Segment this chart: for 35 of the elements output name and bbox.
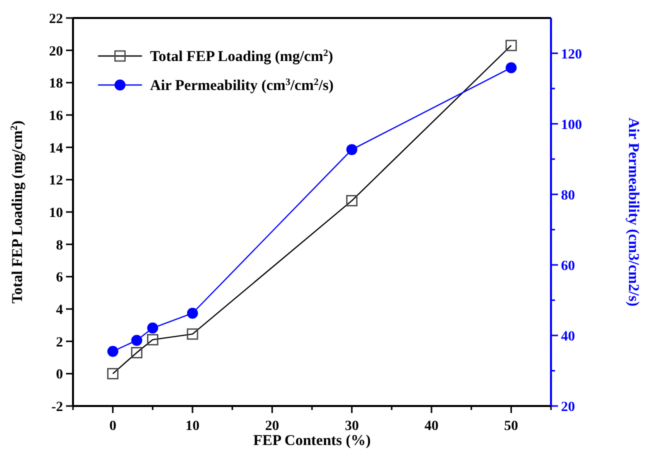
y2-tick-label: 60 bbox=[561, 258, 575, 274]
x-tick-label: 0 bbox=[109, 419, 116, 434]
point bbox=[506, 62, 517, 74]
y-tick-label: 20 bbox=[49, 44, 63, 60]
legend-label: Total FEP Loading (mg/cm$^{2}$) bbox=[150, 48, 334, 65]
y2-tick-label: 20 bbox=[561, 400, 575, 415]
x-tick-label: 20 bbox=[265, 419, 280, 434]
y-tick-label: -2 bbox=[51, 400, 63, 415]
x-tick-label: 10 bbox=[186, 419, 200, 434]
y-tick-label: 14 bbox=[49, 141, 63, 156]
y-tick-label: 12 bbox=[49, 174, 63, 189]
point bbox=[107, 346, 118, 357]
y2-tick-label: 120 bbox=[561, 47, 582, 62]
point bbox=[346, 144, 358, 156]
y-tick-label: 22 bbox=[49, 12, 63, 27]
y-tick-label: 4 bbox=[56, 303, 63, 318]
y-tick-label: 18 bbox=[49, 76, 63, 92]
point bbox=[187, 308, 198, 319]
legend-label: Air Permeability (cm$^{3}$/cm$^{2}$/s) bbox=[150, 76, 334, 94]
x-axis-title: FEP Contents (%) bbox=[253, 433, 371, 449]
point bbox=[131, 334, 142, 346]
x-tick-label: 40 bbox=[424, 419, 438, 434]
y-tick-label: 8 bbox=[56, 238, 63, 254]
y-tick-label: 0 bbox=[56, 368, 63, 383]
y2-tick-label: 80 bbox=[561, 188, 575, 204]
point bbox=[147, 322, 158, 334]
y2-tick-label: 100 bbox=[561, 118, 582, 133]
y-tick-label: 2 bbox=[56, 335, 63, 350]
y-tick-label: 6 bbox=[56, 270, 63, 286]
y-tick-label: 10 bbox=[49, 206, 63, 221]
y2-axis-title: Air Permeability (cm3/cm2/s) bbox=[625, 118, 641, 306]
y-tick-label: 16 bbox=[49, 109, 63, 124]
y2-tick-label: 40 bbox=[561, 329, 575, 344]
x-tick-label: 30 bbox=[344, 419, 359, 434]
x-tick-label: 50 bbox=[504, 419, 518, 434]
